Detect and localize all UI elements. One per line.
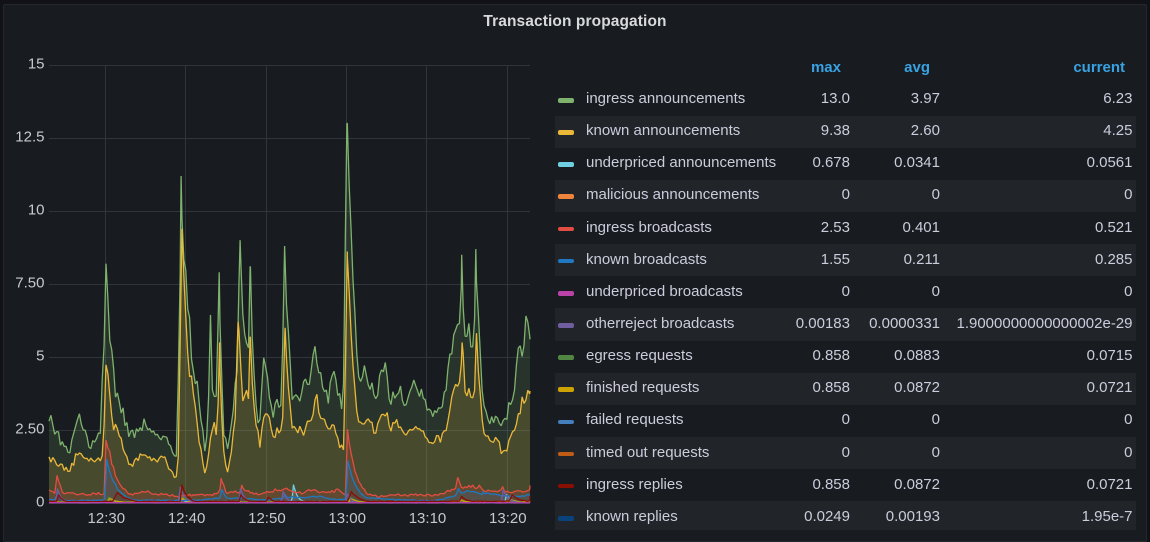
- svg-text:15: 15: [28, 56, 45, 73]
- svg-text:7.50: 7.50: [15, 275, 44, 292]
- svg-text:0: 0: [36, 494, 44, 511]
- svg-text:12:30: 12:30: [88, 510, 126, 527]
- svg-text:12.5: 12.5: [15, 129, 44, 146]
- svg-text:12:50: 12:50: [248, 510, 286, 527]
- svg-text:12:40: 12:40: [168, 510, 206, 527]
- svg-text:13:10: 13:10: [409, 510, 447, 527]
- svg-text:2.50: 2.50: [15, 421, 44, 438]
- svg-text:13:00: 13:00: [328, 510, 366, 527]
- svg-text:13:20: 13:20: [489, 510, 527, 527]
- svg-text:10: 10: [28, 202, 45, 219]
- svg-text:5: 5: [36, 348, 44, 365]
